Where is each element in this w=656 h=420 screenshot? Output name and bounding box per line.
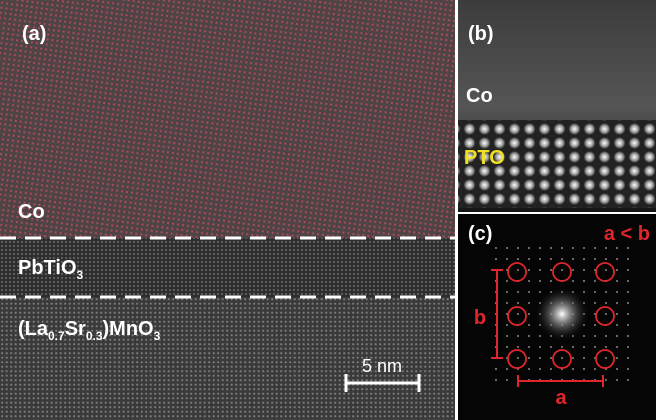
layer-subscript: 0.7: [48, 329, 65, 343]
fft-center: [534, 286, 590, 342]
layer-label: Co: [18, 201, 45, 223]
axis-label: b: [474, 307, 486, 329]
layer-subscript: 0.3: [86, 329, 103, 343]
layer-label: PTO: [464, 147, 505, 169]
axis-label: a: [555, 387, 567, 409]
co-region: [0, 0, 455, 238]
panel-label: (a): [22, 23, 46, 45]
layer-subscript: 3: [77, 268, 84, 282]
layer-text: Co: [18, 201, 45, 223]
layer-text: PbTiO: [18, 257, 77, 279]
layer-text: )MnO: [103, 318, 154, 340]
layer-text: Sr: [65, 318, 86, 340]
scale-bar-label: 5 nm: [362, 356, 402, 376]
layer-label: PbTiO3: [18, 257, 84, 282]
layer-label: Co: [466, 85, 493, 107]
layer-text: (La: [18, 318, 49, 340]
figure: (a) Co PbTiO3 (La0.7Sr0.3)MnO3 5 nm (b) …: [0, 0, 656, 420]
layer-subscript: 3: [154, 329, 161, 343]
panel-label: (b): [468, 23, 494, 45]
panel-label: (c): [468, 223, 492, 245]
relation-label: a < b: [604, 223, 650, 245]
